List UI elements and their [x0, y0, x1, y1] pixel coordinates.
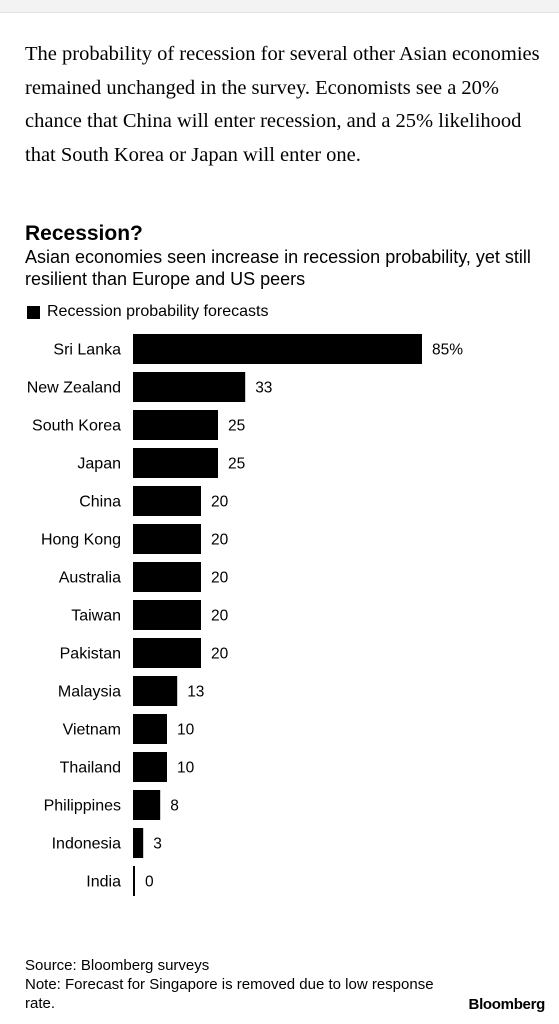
value-label-pakistan: 20	[211, 646, 229, 663]
chart-title: Recession?	[25, 222, 143, 245]
category-label-pakistan: Pakistan	[60, 646, 121, 663]
legend-label: Recession probability forecasts	[47, 303, 269, 320]
category-label-new-zealand: New Zealand	[27, 380, 121, 397]
category-label-philippines: Philippines	[44, 798, 121, 815]
value-label-indonesia: 3	[153, 836, 162, 853]
bar-australia	[133, 562, 201, 592]
bar-malaysia	[133, 676, 178, 706]
category-label-china: China	[79, 494, 121, 511]
category-label-thailand: Thailand	[60, 760, 121, 777]
source-text: Source: Bloomberg surveys	[25, 957, 210, 974]
value-label-thailand: 10	[177, 760, 195, 777]
value-label-philippines: 8	[170, 798, 179, 815]
bar-indonesia	[133, 828, 144, 858]
category-label-vietnam: Vietnam	[63, 722, 121, 739]
value-label-vietnam: 10	[177, 722, 195, 739]
category-label-south-korea: South Korea	[32, 418, 121, 435]
bar-india	[133, 866, 135, 896]
bloomberg-logo: Bloomberg	[468, 996, 546, 1013]
value-label-hong-kong: 20	[211, 532, 229, 549]
legend-swatch	[27, 305, 40, 319]
bar-vietnam	[133, 714, 167, 744]
chart-footnotes: Source: Bloomberg surveys Note: Forecast…	[25, 956, 445, 1013]
chart-subtitle: Asian economies seen increase in recessi…	[25, 247, 531, 289]
bar-pakistan	[133, 638, 201, 668]
value-label-india: 0	[145, 874, 154, 891]
value-label-china: 20	[211, 494, 229, 511]
category-label-india: India	[86, 874, 121, 891]
category-label-sri-lanka: Sri Lanka	[53, 342, 121, 359]
bar-sri-lanka	[133, 334, 422, 364]
category-label-japan: Japan	[77, 456, 121, 473]
category-label-australia: Australia	[59, 570, 121, 587]
top-divider	[0, 0, 559, 13]
value-label-new-zealand: 33	[255, 380, 272, 397]
bar-new-zealand	[133, 372, 246, 402]
bar-taiwan	[133, 600, 201, 630]
value-label-south-korea: 25	[228, 418, 245, 435]
bar-philippines	[133, 790, 161, 820]
bar-china	[133, 486, 201, 516]
value-label-sri-lanka: 85%	[432, 342, 463, 359]
bar-hong-kong	[133, 524, 201, 554]
category-label-taiwan: Taiwan	[71, 608, 121, 625]
value-label-australia: 20	[211, 570, 229, 587]
value-label-taiwan: 20	[211, 608, 229, 625]
chart-legend: Recession probability forecasts	[27, 303, 268, 321]
category-label-malaysia: Malaysia	[58, 684, 121, 701]
bar-south-korea	[133, 410, 218, 440]
category-label-indonesia: Indonesia	[52, 836, 121, 853]
bar-chart: Sri Lanka 85% New Zealand 33 South Korea 25 Ja…	[27, 334, 463, 896]
bar-japan	[133, 448, 218, 478]
category-label-hong-kong: Hong Kong	[41, 532, 121, 549]
bar-thailand	[133, 752, 167, 782]
note-text: Note: Forecast for Singapore is removed …	[25, 976, 434, 1012]
intro-paragraph: The probability of recession for several…	[25, 43, 540, 166]
value-label-malaysia: 13	[187, 684, 204, 701]
value-label-japan: 25	[228, 456, 245, 473]
